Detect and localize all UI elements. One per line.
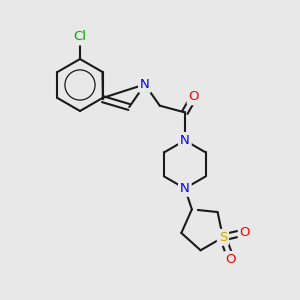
Text: N: N	[180, 182, 190, 195]
Text: O: O	[240, 226, 250, 239]
Text: O: O	[226, 253, 236, 266]
Text: O: O	[189, 90, 199, 103]
Text: Cl: Cl	[74, 31, 86, 44]
Text: N: N	[180, 134, 190, 147]
Text: S: S	[219, 231, 227, 244]
Text: N: N	[140, 78, 150, 91]
